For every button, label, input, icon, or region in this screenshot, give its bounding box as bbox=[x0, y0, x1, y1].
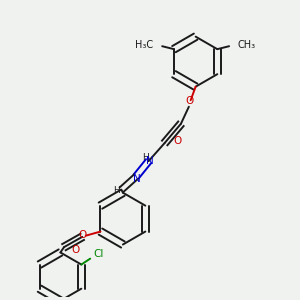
Text: H: H bbox=[113, 186, 119, 195]
Text: O: O bbox=[186, 96, 194, 106]
Text: N: N bbox=[133, 174, 141, 184]
Text: H₃C: H₃C bbox=[135, 40, 153, 50]
Text: Cl: Cl bbox=[93, 249, 103, 259]
Text: O: O bbox=[71, 245, 79, 255]
Text: H: H bbox=[142, 153, 149, 162]
Text: CH₃: CH₃ bbox=[238, 40, 256, 50]
Text: O: O bbox=[78, 230, 86, 240]
Text: N: N bbox=[146, 157, 154, 166]
Text: O: O bbox=[174, 136, 182, 146]
